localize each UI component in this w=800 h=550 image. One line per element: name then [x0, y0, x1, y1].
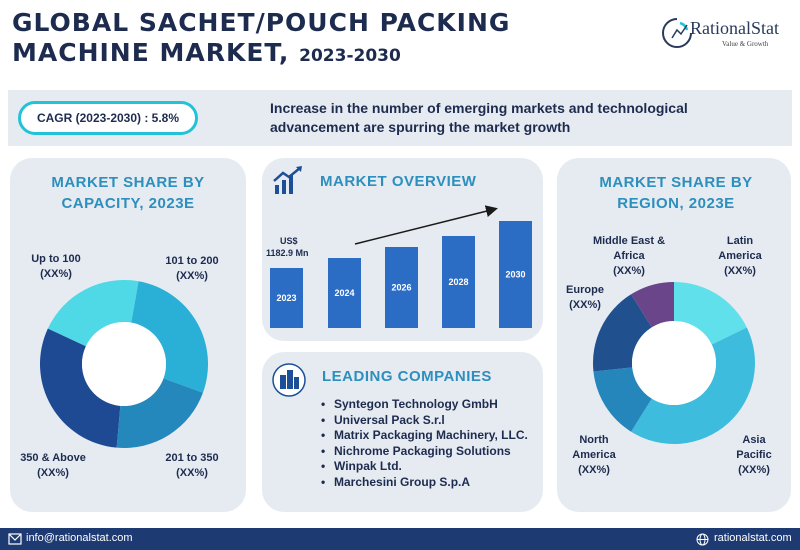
capacity-slice-350-above: [116, 378, 203, 448]
overview-title: MARKET OVERVIEW: [320, 173, 477, 190]
capacity-label-value: (XX%): [176, 270, 208, 282]
capacity-title: MARKET SHARE BY CAPACITY, 2023E: [18, 172, 238, 214]
region-slice-asia-pacific: [631, 327, 755, 444]
overview-bar-label-2023: 2023: [276, 293, 296, 303]
capacity-label-name: 101 to 200: [165, 255, 219, 267]
logo-tagline: Value & Growth: [722, 40, 769, 48]
title-line-2-text: MACHINE MARKET,: [12, 38, 290, 67]
overview-bar-label-2028: 2028: [448, 277, 468, 287]
region-label-line-1: Latin: [726, 235, 754, 247]
capacity-label-350-above: 350 & Above (XX%): [16, 451, 90, 481]
capacity-donut-chart: [39, 280, 208, 448]
company-item: Universal Pack S.r.l: [318, 413, 543, 429]
mail-icon: [8, 533, 22, 545]
region-label-line-1: North: [579, 434, 609, 446]
company-item: Winpak Ltd.: [318, 459, 543, 475]
region-title-line-1: MARKET SHARE BY: [599, 174, 753, 191]
region-label-middle-east-africa: Middle East & Africa (XX%): [581, 234, 677, 279]
capacity-slice-201-to-350: [131, 281, 208, 393]
capacity-label-value: (XX%): [40, 268, 72, 280]
overview-bar-label-2030: 2030: [505, 270, 525, 280]
capacity-label-value: (XX%): [176, 467, 208, 479]
capacity-slice-up-to-100: [39, 328, 121, 448]
region-slice-middle-east-africa: [631, 282, 674, 328]
growth-trend-arrow: [354, 205, 498, 245]
region-slice-north-america: [593, 367, 652, 432]
region-label-value: (XX%): [569, 299, 601, 311]
region-label-line-2: Africa: [613, 250, 645, 262]
region-title: MARKET SHARE BY REGION, 2023E: [567, 172, 785, 214]
region-donut-hole: [632, 321, 716, 405]
company-item: Nichrome Packaging Solutions: [318, 444, 543, 460]
capacity-label-name: 350 & Above: [20, 452, 86, 464]
rationalstat-logo[interactable]: RationalStat Value & Growth: [660, 14, 790, 54]
capacity-label-name: Up to 100: [31, 253, 81, 265]
region-label-value: (XX%): [724, 265, 756, 277]
overview-bar-label-2026: 2026: [391, 283, 411, 293]
companies-list: Syntegon Technology GmbH Universal Pack …: [318, 397, 543, 490]
capacity-title-line-1: MARKET SHARE BY: [51, 174, 205, 191]
cagr-badge: CAGR (2023-2030) : 5.8%: [18, 101, 198, 135]
region-label-line-2: Pacific: [736, 449, 772, 461]
region-label-north-america: North America (XX%): [566, 433, 622, 478]
globe-icon: [696, 533, 709, 546]
banner-text: Increase in the number of emerging marke…: [270, 100, 688, 135]
overview-bar-label-2024: 2024: [334, 288, 354, 298]
region-label-value: (XX%): [613, 265, 645, 277]
footer-website-link[interactable]: rationalstat.com: [714, 532, 792, 544]
region-title-line-2: REGION, 2023E: [617, 195, 735, 212]
capacity-title-line-2: CAPACITY, 2023E: [61, 195, 195, 212]
companies-title: LEADING COMPANIES: [322, 368, 492, 385]
capacity-donut-hole: [82, 322, 166, 406]
region-label-line-1: Europe: [566, 284, 604, 296]
region-label-value: (XX%): [578, 464, 610, 476]
title-line-1: GLOBAL SACHET/POUCH PACKING: [12, 8, 511, 37]
capacity-label-value: (XX%): [37, 467, 69, 479]
footer-email-link[interactable]: info@rationalstat.com: [26, 532, 133, 544]
page-title: GLOBAL SACHET/POUCH PACKING MACHINE MARK…: [12, 8, 572, 71]
overview-bar-2024: [328, 258, 361, 328]
footer-bar: info@rationalstat.com rationalstat.com: [0, 528, 800, 550]
rationalstat-logo-icon: [662, 18, 692, 48]
capacity-label-up-to-100: Up to 100 (XX%): [26, 252, 86, 282]
region-label-line-1: Asia: [742, 434, 766, 446]
overview-value-label-line-1: US$: [280, 236, 298, 246]
title-line-2: MACHINE MARKET, 2023-2030: [12, 38, 572, 71]
growth-chart-icon: [273, 166, 302, 194]
capacity-label-name: 201 to 350: [165, 452, 219, 464]
region-donut-chart: [593, 282, 755, 444]
region-label-line-1: Middle East &: [592, 235, 666, 247]
overview-bar-2028: [442, 236, 475, 328]
region-label-line-2: America: [718, 250, 762, 262]
overview-bar-2030: [499, 221, 532, 328]
overview-value-label-line-2: 1182.9 Mn: [266, 248, 309, 258]
capacity-label-201-to-350: 201 to 350 (XX%): [160, 451, 224, 481]
region-slice-latin-america: [674, 282, 747, 345]
logo-name: RationalStat: [690, 18, 779, 38]
region-label-line-2: America: [572, 449, 616, 461]
buildings-icon: [272, 363, 306, 397]
capacity-label-101-to-200: 101 to 200 (XX%): [160, 254, 224, 284]
region-label-europe: Europe (XX%): [560, 283, 610, 313]
region-label-asia-pacific: Asia Pacific (XX%): [726, 433, 782, 478]
region-label-value: (XX%): [738, 464, 770, 476]
overview-bar-2023: [270, 268, 303, 328]
title-years: 2023-2030: [299, 46, 401, 66]
company-item: Marchesini Group S.p.A: [318, 475, 543, 491]
region-label-latin-america: Latin America (XX%): [710, 234, 770, 279]
company-item: Matrix Packaging Machinery, LLC.: [318, 428, 543, 444]
company-item: Syntegon Technology GmbH: [318, 397, 543, 413]
overview-bar-2026: [385, 247, 418, 328]
capacity-slice-101-to-200: [47, 280, 139, 347]
region-slice-europe: [593, 294, 652, 372]
market-overview-bar-chart: US$ 1182.9 Mn 2023 2024 2026 2028 2030: [266, 205, 532, 328]
